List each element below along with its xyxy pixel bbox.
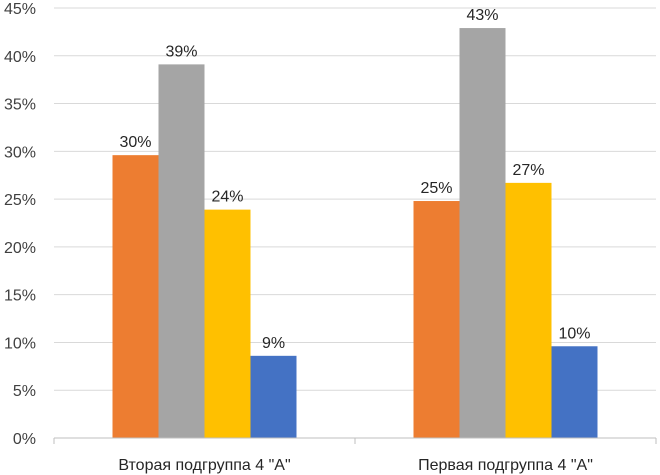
bar xyxy=(250,355,297,438)
data-label: 25% xyxy=(420,180,452,197)
x-axis xyxy=(53,437,657,444)
y-tick-label: 35% xyxy=(4,97,36,114)
y-axis-tick-labels: 0% 5% 10% 15% 20% 25% 30% 35% 40% 45% xyxy=(4,1,36,448)
y-tick-label: 40% xyxy=(4,49,36,66)
data-label: 24% xyxy=(211,189,243,206)
y-tick-label: 15% xyxy=(4,288,36,305)
bars xyxy=(112,28,598,439)
data-labels: 30% 39% 24% 9% 25% 43% 27% 10% xyxy=(119,7,590,352)
bar xyxy=(204,209,251,438)
y-tick-label: 5% xyxy=(13,383,36,400)
data-label: 39% xyxy=(165,43,197,60)
bar xyxy=(413,201,460,438)
data-label: 27% xyxy=(512,162,544,179)
y-tick-label: 20% xyxy=(4,240,36,257)
y-tick-label: 30% xyxy=(4,144,36,161)
x-category-label: Вторая подгруппа 4 "А" xyxy=(118,457,290,474)
data-label: 9% xyxy=(262,335,285,352)
x-category-label: Первая подгруппа 4 "А" xyxy=(418,457,593,474)
y-tick-label: 0% xyxy=(13,431,36,448)
bar xyxy=(551,346,598,438)
bar xyxy=(112,155,159,438)
bar xyxy=(158,64,205,438)
x-axis-category-labels: Вторая подгруппа 4 "А" Первая подгруппа 4… xyxy=(118,457,593,474)
y-tick-label: 10% xyxy=(4,335,36,352)
y-tick-label: 45% xyxy=(4,1,36,18)
data-label: 10% xyxy=(558,325,590,342)
y-tick-label: 25% xyxy=(4,192,36,209)
bar xyxy=(505,182,552,438)
bar xyxy=(459,28,506,439)
data-label: 43% xyxy=(466,7,498,24)
data-label: 30% xyxy=(119,134,151,151)
